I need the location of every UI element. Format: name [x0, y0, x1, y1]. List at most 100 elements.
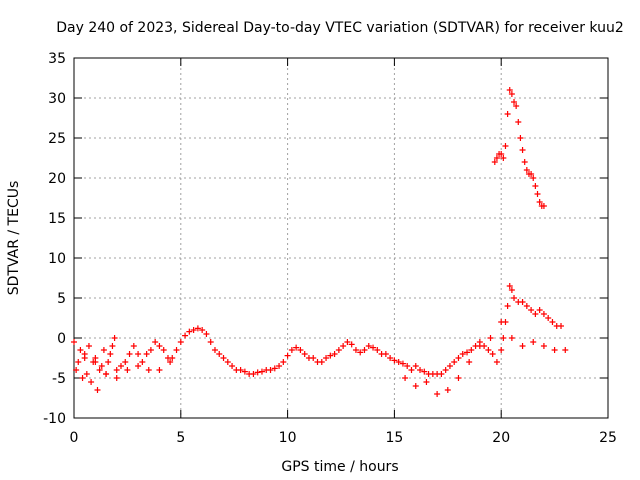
data-point	[173, 347, 180, 353]
data-point	[391, 357, 398, 364]
data-point	[152, 339, 159, 345]
data-point	[523, 303, 530, 309]
data-point	[515, 119, 522, 125]
data-point	[540, 203, 547, 209]
data-point	[267, 367, 274, 373]
data-point	[476, 343, 483, 349]
data-point	[536, 307, 543, 313]
data-point	[455, 355, 462, 361]
data-point	[500, 155, 507, 161]
data-point	[361, 347, 368, 353]
data-point	[421, 368, 428, 375]
data-point	[335, 347, 342, 353]
data-point	[344, 339, 351, 345]
x-tick-label: 0	[70, 430, 79, 446]
data-point	[504, 303, 511, 309]
data-point	[100, 347, 107, 353]
data-point	[434, 391, 441, 397]
data-point	[237, 367, 244, 373]
data-point	[113, 375, 120, 381]
data-point	[224, 359, 231, 365]
data-point	[139, 359, 146, 365]
data-point	[498, 347, 505, 353]
data-point	[250, 371, 257, 377]
data-point	[408, 367, 415, 373]
data-point	[438, 371, 445, 377]
data-point	[417, 367, 424, 373]
data-point	[442, 367, 449, 373]
y-tick-label: 25	[48, 131, 66, 147]
data-point	[135, 351, 142, 357]
data-point	[558, 323, 565, 329]
data-point	[532, 311, 539, 317]
data-point	[545, 315, 552, 321]
data-point	[284, 352, 291, 359]
data-point	[156, 343, 163, 349]
data-point	[109, 343, 116, 349]
data-point	[323, 355, 330, 361]
data-point	[103, 371, 110, 377]
data-point	[96, 367, 103, 373]
data-point	[511, 295, 518, 301]
data-point	[160, 347, 167, 353]
y-tick-label: 30	[48, 91, 66, 107]
data-point	[340, 343, 347, 349]
data-point	[402, 375, 409, 381]
y-tick-label: -10	[43, 411, 66, 427]
data-point	[258, 368, 265, 375]
data-point	[468, 347, 475, 353]
data-point	[211, 347, 218, 353]
data-point	[504, 111, 511, 117]
data-point	[387, 355, 394, 361]
data-point	[113, 367, 120, 373]
y-tick-label: 35	[48, 51, 66, 67]
data-point	[487, 335, 494, 341]
data-point	[519, 343, 526, 349]
data-point	[327, 352, 334, 359]
data-point	[519, 147, 526, 153]
data-point	[190, 327, 197, 333]
data-point	[423, 379, 430, 385]
data-point	[444, 387, 451, 393]
data-point	[293, 344, 300, 351]
y-tick-label: 0	[57, 331, 66, 347]
plot-border	[73, 57, 609, 419]
x-tick-label: 25	[599, 430, 617, 446]
data-point	[532, 183, 539, 189]
data-point	[229, 363, 236, 369]
data-point	[508, 335, 515, 341]
data-point	[489, 351, 496, 357]
data-point	[540, 311, 547, 317]
data-point	[81, 351, 88, 357]
data-point	[451, 359, 458, 365]
data-point	[111, 335, 118, 341]
x-tick-label: 15	[385, 430, 403, 446]
data-point	[241, 368, 248, 375]
data-point	[464, 349, 471, 356]
data-point	[126, 351, 133, 357]
data-point	[92, 359, 99, 365]
data-point	[357, 349, 364, 356]
x-tick-label: 10	[279, 430, 297, 446]
data-point	[530, 175, 537, 181]
data-point	[551, 347, 558, 353]
data-point	[459, 351, 466, 357]
data-point	[331, 351, 338, 357]
data-point	[271, 365, 278, 372]
data-point	[124, 367, 131, 373]
data-point	[143, 351, 150, 357]
data-point	[254, 369, 261, 376]
data-point	[491, 159, 498, 165]
data-point	[156, 367, 163, 373]
data-point	[147, 347, 154, 353]
data-point	[107, 351, 114, 357]
data-point	[79, 375, 86, 381]
data-point	[508, 91, 515, 97]
data-point	[310, 355, 317, 361]
y-tick-label: 20	[48, 171, 66, 187]
data-point	[71, 339, 77, 345]
data-point	[506, 283, 513, 289]
data-point	[466, 359, 473, 365]
data-point	[530, 339, 537, 345]
